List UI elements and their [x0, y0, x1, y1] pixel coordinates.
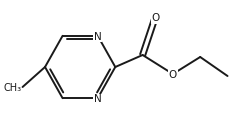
Text: N: N	[94, 94, 102, 104]
Text: CH₃: CH₃	[3, 83, 21, 93]
Text: O: O	[151, 13, 159, 23]
Text: O: O	[169, 70, 177, 80]
Text: N: N	[94, 32, 102, 42]
